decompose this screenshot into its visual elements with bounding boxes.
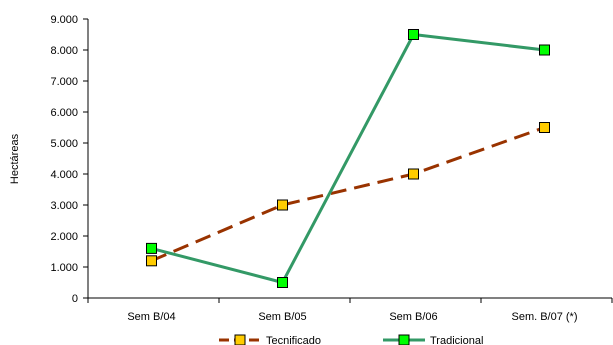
x-tick-label: Sem B/05 [258, 311, 306, 323]
series-line-tecnificado [150, 126, 546, 263]
x-tick-label: Sem B/04 [127, 311, 175, 323]
y-tick-label: 3.000 [50, 200, 78, 212]
series-line-tradicional [151, 33, 545, 284]
legend-label-tradicional: Tradicional [430, 335, 483, 345]
legend-marker-tradicional [398, 334, 410, 345]
y-tick-label: 4.000 [50, 169, 78, 181]
y-tick-label: 2.000 [50, 231, 78, 243]
legend-label-tecnificado: Tecnificado [266, 335, 321, 345]
data-point-tecnificado [146, 255, 157, 267]
data-point-tradicional [408, 29, 419, 40]
data-point-tecnificado [408, 168, 419, 180]
data-point-tecnificado [539, 122, 550, 133]
y-axis: 0 1.000 2.000 3.000 4.000 5.000 6.000 7.000 8.00… [50, 14, 89, 305]
y-tick-label: 1.000 [50, 262, 78, 274]
legend-marker-tecnificado [234, 334, 246, 345]
legend: Tecnificado Tradicional [219, 334, 483, 345]
y-tick-label: 6.000 [50, 107, 78, 119]
y-axis-title: Hectáreas [9, 133, 21, 184]
y-tick-label: 0 [72, 293, 78, 305]
y-tick-label: 7.000 [50, 76, 78, 88]
data-point-tradicional [146, 242, 157, 254]
y-tick-label: 8.000 [50, 45, 78, 57]
y-tick-label: 9.000 [50, 14, 78, 26]
y-tick-label: 5.000 [50, 138, 78, 150]
x-tick-label: Sem B/06 [389, 311, 437, 323]
data-point-tradicional [539, 44, 550, 56]
series [146, 29, 550, 288]
data-point-tecnificado [277, 199, 288, 211]
x-axis: Sem B/04 Sem B/05 Sem B/06 Sem. B/07 (*) [87, 297, 613, 323]
data-point-tradicional [277, 277, 288, 288]
x-tick-label: Sem. B/07 (*) [511, 311, 577, 323]
